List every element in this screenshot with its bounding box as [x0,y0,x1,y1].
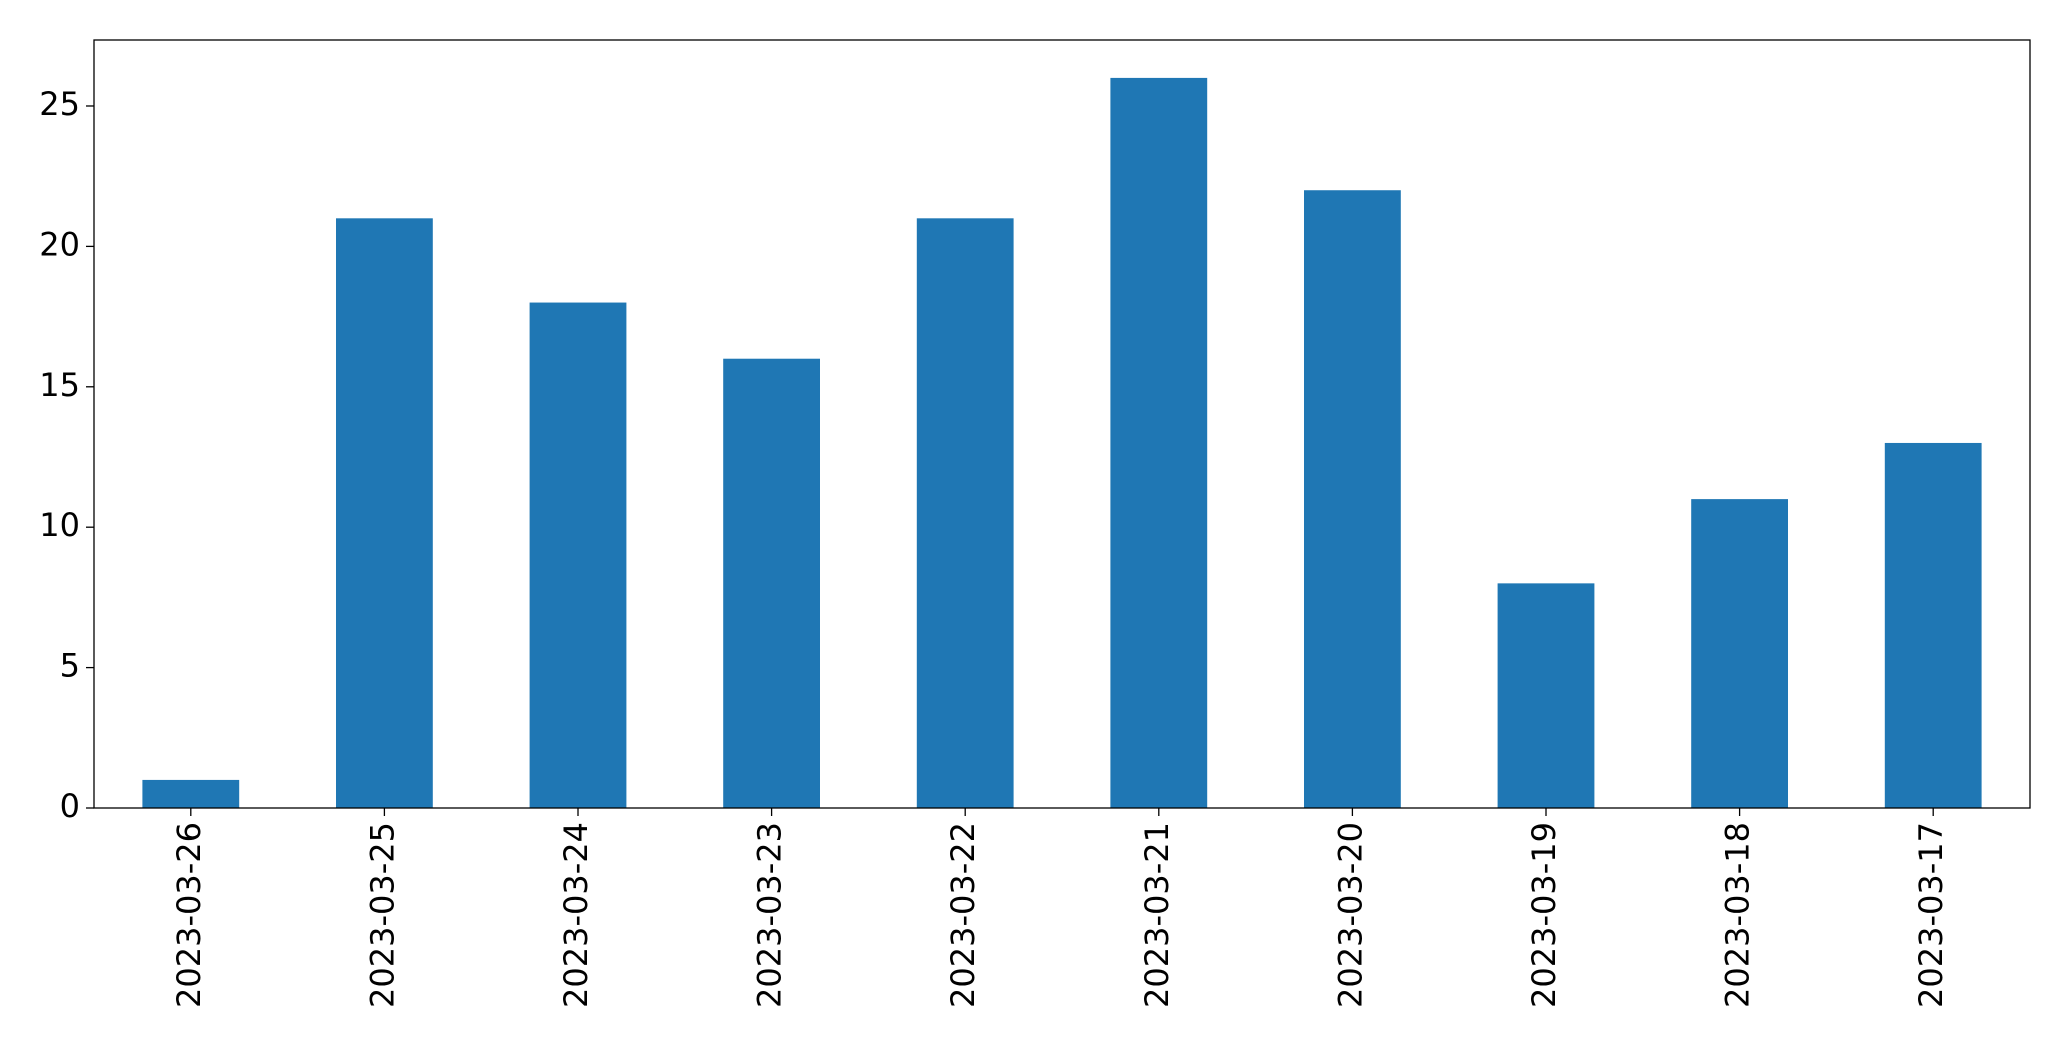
y-tick-label: 20 [39,225,80,263]
bar [529,302,627,808]
x-tick-label: 2023-03-24 [557,822,595,1008]
y-tick-label: 5 [60,647,80,685]
plot-frame [93,39,2031,809]
bar [1884,442,1982,808]
x-tick-label: 2023-03-26 [170,822,208,1008]
x-tick-label: 2023-03-19 [1525,822,1563,1008]
bar [1304,190,1401,808]
y-tick-label: 10 [39,506,80,544]
y-tick-label: 25 [39,85,80,123]
y-tick-label: 0 [60,787,80,825]
bar [1497,583,1595,808]
x-tick-label: 2023-03-25 [363,822,401,1008]
x-tick-label: 2023-03-21 [1138,822,1176,1008]
x-tick-label: 2023-03-23 [751,822,789,1008]
bar [1110,77,1208,809]
x-tick-label: 2023-03-18 [1719,822,1757,1008]
bar [336,218,433,808]
x-tick-label: 2023-03-20 [1331,822,1369,1008]
x-tick-label: 2023-03-17 [1912,822,1950,1008]
bar [916,218,1014,808]
y-tick-label: 15 [39,366,80,404]
bar [1691,499,1788,808]
x-tick-label: 2023-03-22 [944,822,982,1008]
bar [142,779,240,808]
bar [723,358,820,808]
